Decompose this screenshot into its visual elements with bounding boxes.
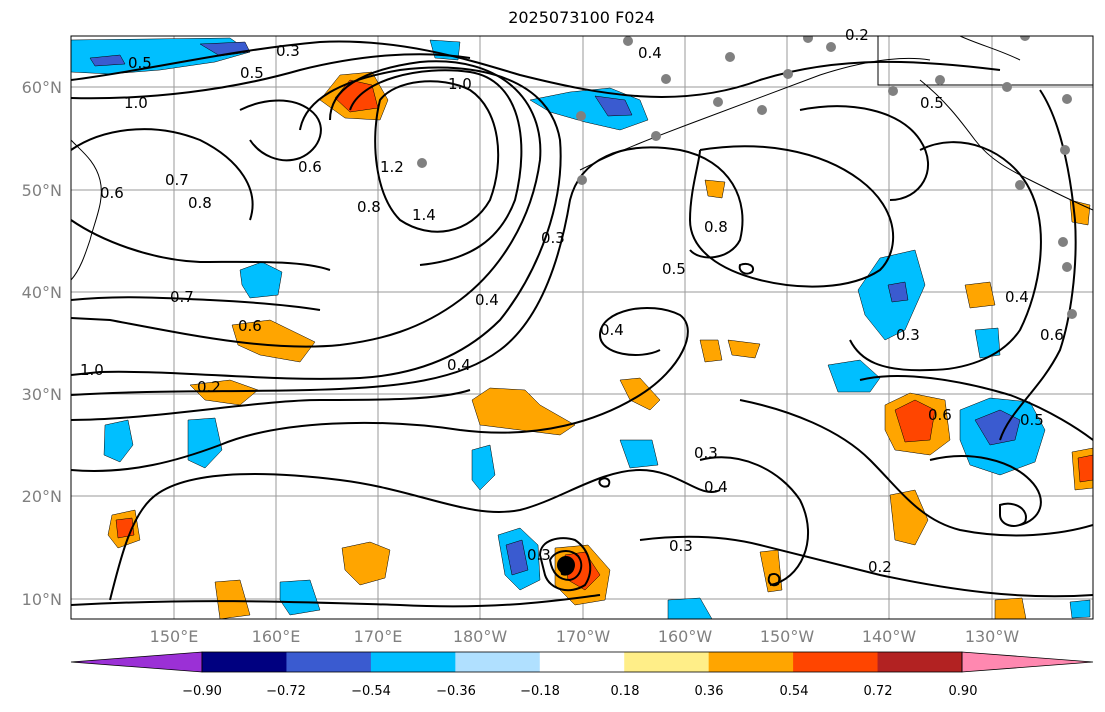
colorbar: [70, 651, 1094, 673]
cyclone-center-marker: [557, 556, 575, 574]
longitude-labels: 150°E 160°E 170°E 180°W 170°W 160°W 150°…: [150, 627, 1020, 646]
colorbar-segment: [455, 652, 541, 672]
lat-label: 60°N: [22, 78, 62, 97]
lon-label: 170°W: [556, 627, 611, 646]
colorbar-segment: [877, 652, 963, 672]
colorbar-tick-label: 0.18: [611, 684, 640, 699]
gridlines: [71, 36, 1093, 619]
colorbar-tick-label: 0.90: [949, 684, 978, 699]
lat-label: 30°N: [22, 385, 62, 404]
coastlines: [71, 36, 1093, 281]
contour-label: 0.3: [694, 444, 718, 462]
contour-label: 0.3: [669, 537, 693, 555]
contour-label: 0.3: [896, 326, 920, 344]
lon-label: 150°W: [760, 627, 815, 646]
contour-label: 0.6: [238, 317, 262, 335]
lat-label: 10°N: [22, 590, 62, 609]
contour-label: 1.4: [412, 206, 436, 224]
colorbar-tick-label: 0.36: [695, 684, 724, 699]
lon-label: 160°E: [252, 627, 301, 646]
colorbar-frame: [201, 651, 963, 673]
plot-frame: [70, 35, 1094, 620]
contour-label: 0.3: [276, 42, 300, 60]
contour-label: 0.5: [240, 64, 264, 82]
station-markers: [417, 36, 1077, 319]
lat-label: 40°N: [22, 283, 62, 302]
plot-area: [71, 36, 1093, 619]
colorbar-segment: [624, 652, 710, 672]
colorbar-extension-high: [961, 651, 1094, 673]
colorbar-segment: [286, 652, 372, 672]
contour-label-group: 0.3 0.5 0.5 1.0 1.0 0.6 0.7 0.8 0.6 0.8 …: [80, 26, 1064, 576]
colorbar-segment: [708, 652, 794, 672]
contour-label: 0.5: [1020, 411, 1044, 429]
contour-label: 0.6: [1040, 326, 1064, 344]
contour-label: 0.2: [197, 378, 221, 396]
contour-label: 1.0: [124, 94, 148, 112]
contour-label: 0.8: [188, 194, 212, 212]
lon-label: 150°E: [150, 627, 199, 646]
contour-label: 0.2: [868, 558, 892, 576]
contour-label: 0.4: [475, 291, 499, 309]
contour-label: 1.0: [80, 361, 104, 379]
contour-label: 0.7: [170, 288, 194, 306]
contour-label: 0.4: [704, 478, 728, 496]
colorbar-segment: [539, 652, 625, 672]
contour-label: 0.3: [527, 546, 551, 564]
colorbar-tick-label: 0.72: [864, 684, 893, 699]
contour-label: 0.4: [638, 44, 662, 62]
contour-label: 0.6: [928, 406, 952, 424]
contour-label: 0.6: [298, 158, 322, 176]
contour-label: 0.7: [165, 171, 189, 189]
contour-label: 0.4: [600, 321, 624, 339]
map-title: 2025073100 F024: [508, 8, 655, 27]
contour-label: 0.5: [128, 54, 152, 72]
contour-lines: [71, 40, 1093, 608]
contour-label: 0.5: [920, 94, 944, 112]
lon-label: 160°W: [658, 627, 713, 646]
colorbar-extension-low: [70, 651, 203, 673]
contour-label: 0.6: [100, 184, 124, 202]
contour-label: 0.2: [845, 26, 869, 44]
contour-label: 1.0: [448, 75, 472, 93]
colorbar-segment: [370, 652, 456, 672]
lat-label: 20°N: [22, 487, 62, 506]
colorbar-segment: [793, 652, 879, 672]
colorbar-tick-label: −0.72: [266, 684, 306, 699]
colorbar-tick-label: −0.18: [520, 684, 560, 699]
colorbar-tick-label: −0.36: [436, 684, 476, 699]
colorbar-tick-label: −0.54: [351, 684, 391, 699]
contour-label: 0.3: [541, 229, 565, 247]
lon-label: 140°W: [862, 627, 917, 646]
lon-label: 170°E: [354, 627, 403, 646]
lon-label: 180°W: [453, 627, 508, 646]
latitude-labels: 60°N 50°N 40°N 30°N 20°N 10°N: [22, 78, 62, 609]
colorbar-tick-label: −0.90: [182, 684, 222, 699]
contour-label: 0.5: [662, 260, 686, 278]
lat-label: 50°N: [22, 181, 62, 200]
contour-label: 0.4: [447, 356, 471, 374]
contour-label: 0.4: [1005, 288, 1029, 306]
colorbar-segment: [202, 652, 287, 672]
lon-label: 130°W: [965, 627, 1020, 646]
colorbar-tick-label: 0.54: [780, 684, 809, 699]
contour-label: 0.8: [704, 218, 728, 236]
contour-label: 0.8: [357, 198, 381, 216]
contour-label: 1.2: [380, 158, 404, 176]
colorbar-tick-labels: −0.90 −0.72 −0.54 −0.36 −0.18 0.18 0.36 …: [182, 684, 977, 699]
